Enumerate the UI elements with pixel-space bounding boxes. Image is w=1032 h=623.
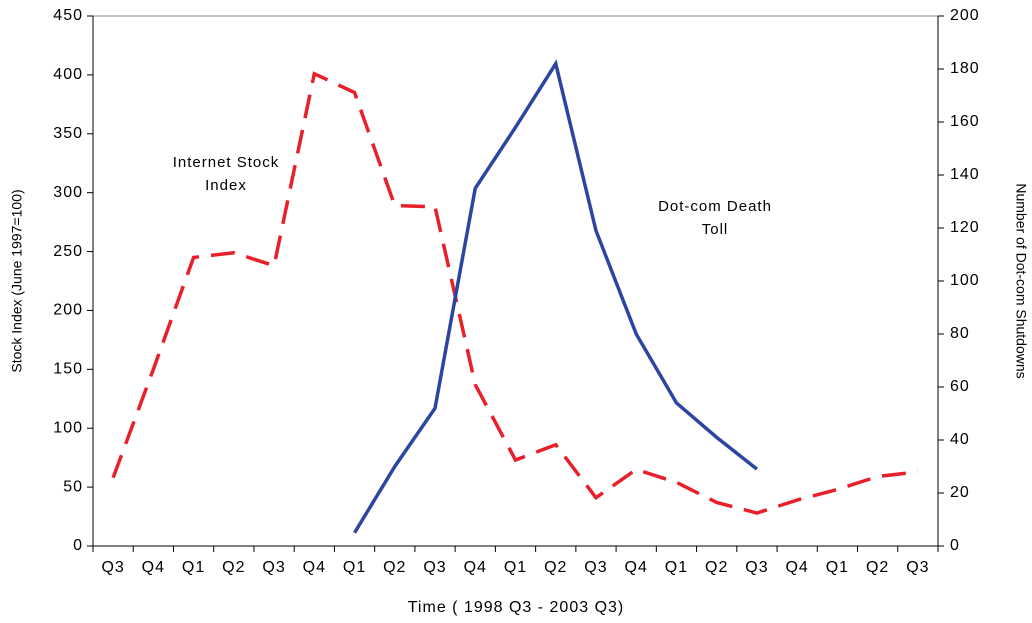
y2-tick-label: 140 (950, 166, 980, 183)
x-tick-label: Q4 (785, 559, 808, 576)
annotation: Dot-com Death (658, 198, 772, 215)
y2-tick-label: 80 (950, 325, 970, 342)
x-tick-label: Q1 (182, 559, 205, 576)
y2-tick-label: 160 (950, 113, 980, 130)
y-tick-label: 150 (53, 361, 83, 378)
y-tick-label: 350 (53, 125, 83, 142)
y2-tick-label: 100 (950, 272, 980, 289)
x-tick-label: Q4 (303, 559, 326, 576)
y2-tick-label: 180 (950, 60, 980, 77)
x-tick-label: Q3 (262, 559, 285, 576)
y-tick-label: 200 (53, 302, 83, 319)
y2-tick-label: 120 (950, 219, 980, 236)
x-tick-label: Q3 (745, 559, 768, 576)
y-tick-label: 50 (63, 478, 83, 495)
x-tick-label: Q1 (826, 559, 849, 576)
x-tick-label: Q4 (464, 559, 487, 576)
y-tick-label: 450 (53, 7, 83, 24)
y-tick-label: 0 (73, 537, 83, 554)
x-tick-label: Q2 (222, 559, 245, 576)
y2-tick-label: 40 (950, 431, 970, 448)
y-axis-title: Stock Index (June 1997=100) (9, 189, 25, 372)
x-tick-label: Q3 (101, 559, 124, 576)
y2-tick-label: 200 (950, 7, 980, 24)
annotation: Toll (702, 221, 729, 238)
x-tick-label: Q2 (544, 559, 567, 576)
x-tick-label: Q2 (866, 559, 889, 576)
x-tick-label: Q4 (142, 559, 165, 576)
y-tick-label: 250 (53, 243, 83, 260)
y2-tick-label: 60 (950, 378, 970, 395)
x-tick-label: Q1 (665, 559, 688, 576)
x-tick-label: Q2 (705, 559, 728, 576)
plot-frame (92, 15, 939, 547)
annotation: Index (205, 177, 247, 194)
x-tick-label: Q3 (584, 559, 607, 576)
x-tick-label: Q3 (423, 559, 446, 576)
y-tick-label: 300 (53, 184, 83, 201)
x-axis-title: Time ( 1998 Q3 - 2003 Q3) (408, 599, 625, 616)
series-line (353, 59, 759, 534)
y2-tick-label: 20 (950, 484, 970, 501)
x-tick-label: Q3 (906, 559, 929, 576)
y-tick-label: 100 (53, 419, 83, 436)
y-tick-label: 400 (53, 66, 83, 83)
y2-tick-label: 0 (950, 537, 960, 554)
annotation: Internet Stock (173, 154, 280, 171)
x-tick-label: Q1 (343, 559, 366, 576)
x-tick-label: Q2 (383, 559, 406, 576)
x-tick-label: Q4 (625, 559, 648, 576)
y2-axis-title: Number of Dot-com Shutdowns (1013, 183, 1029, 378)
series-line (111, 71, 919, 515)
x-tick-label: Q1 (504, 559, 527, 576)
